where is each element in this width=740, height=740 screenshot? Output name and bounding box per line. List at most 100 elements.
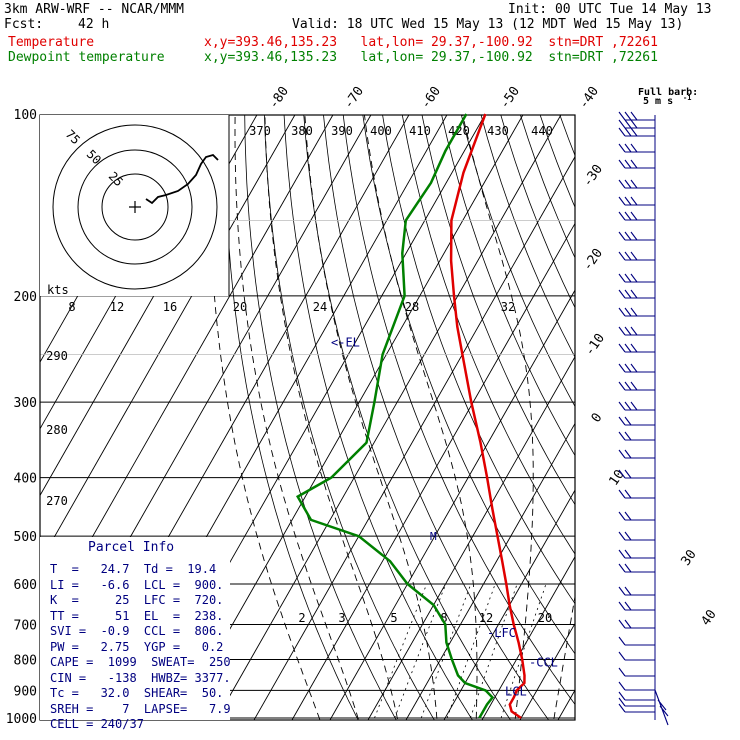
dry-adiabat-line <box>283 115 473 720</box>
barb-key-unit: 5 m s <box>643 96 673 107</box>
dry-adiabat-line <box>382 115 575 605</box>
speed-scale-label: 16 <box>163 300 177 314</box>
isotherm-line <box>367 355 575 720</box>
isotherm-line <box>596 115 740 720</box>
isotherm-label: 30 <box>678 547 699 568</box>
wind-barb <box>618 469 655 479</box>
lfc-marker: -LFC <box>487 626 516 640</box>
dry-adiabat-label: 380 <box>291 124 313 138</box>
dry-adiabat-line <box>362 115 575 655</box>
wind-barb <box>618 651 655 661</box>
mixing-ratio-line <box>420 583 472 719</box>
wind-barb <box>618 179 655 189</box>
parcel-info-row: CAPE = 1099 SWEAT= 250 <box>50 655 231 669</box>
dry-adiabat-label: 290 <box>46 349 68 363</box>
dry-adiabat-line <box>460 115 575 408</box>
ccl-marker: -CCL <box>529 655 558 669</box>
wind-barb <box>618 326 655 336</box>
parcel-info-backdrop <box>40 537 230 720</box>
wind-barb <box>618 601 655 611</box>
m-marker: M <box>430 530 437 543</box>
dry-adiabat-line <box>303 115 511 720</box>
mixing-ratio-line <box>394 583 447 719</box>
wind-barb <box>618 307 655 317</box>
legend-dewpoint-label: Dewpoint temperature <box>8 50 165 65</box>
dry-adiabat-line <box>342 115 575 706</box>
parcel-info-row: LI = -6.6 LCL = 900. <box>50 577 224 592</box>
parcel-info-row: K = 25 LFC = 720. <box>50 593 224 607</box>
speed-scale-label: 32 <box>501 300 515 314</box>
isotherm-label: 10 <box>606 467 627 488</box>
pressure-tick-label: 700 <box>14 618 37 633</box>
dry-adiabat-label: 400 <box>370 124 392 138</box>
parcel-info-row: T = 24.7 Td = 19.4 <box>50 562 217 576</box>
isotherm-line <box>405 422 575 720</box>
dry-adiabat-line <box>224 115 359 720</box>
moist-adiabat-line <box>264 115 399 720</box>
mixing-ratio-label: 5 <box>390 611 397 625</box>
barb-key-unit-exponent: -1 <box>683 94 691 102</box>
isotherm-line <box>443 489 575 720</box>
pressure-tick-label: 1000 <box>6 712 37 727</box>
parcel-info-row: CELL = 240/37 <box>50 717 144 731</box>
wind-barb <box>618 143 655 153</box>
moist-adiabat-line <box>462 115 534 720</box>
wind-barb <box>618 586 655 596</box>
isotherm-line <box>329 289 575 720</box>
isotherm-label: -80 <box>266 84 292 112</box>
dewpoint-profile-line <box>295 113 495 719</box>
mixing-ratio-label: 8 <box>440 611 447 625</box>
dry-adiabat-label: 370 <box>249 124 271 138</box>
legend-temperature-location: x,y=393.46,135.23 lat,lon= 29.37,-100.92… <box>204 35 658 50</box>
pressure-tick-label: 200 <box>14 290 37 305</box>
parcel-info-row: CIN = -138 HWBZ= 3377. <box>50 670 231 685</box>
isotherm-label: -30 <box>580 162 606 190</box>
pressure-tick-label: 100 <box>14 108 37 123</box>
speed-scale-label: 20 <box>233 300 247 314</box>
isotherm-line <box>481 555 575 720</box>
isotherm-label: -70 <box>341 84 367 112</box>
dry-adiabat-line <box>401 115 575 555</box>
hodograph-unit-label: kts <box>47 283 69 297</box>
wind-barb <box>618 381 655 391</box>
isotherm-line <box>253 155 575 720</box>
wind-barb <box>618 431 655 441</box>
mixing-ratio-line <box>446 583 496 719</box>
dry-adiabat-line <box>441 115 575 457</box>
isotherm-label: -50 <box>497 84 523 112</box>
wind-barb <box>618 681 655 691</box>
isotherm-line <box>557 689 575 720</box>
pressure-tick-label: 300 <box>14 396 37 411</box>
speed-scale-label: 24 <box>313 300 327 314</box>
dry-adiabat-line <box>421 115 575 506</box>
dry-adiabat-label: 280 <box>46 423 68 437</box>
mixing-ratio-label: 20 <box>538 611 552 625</box>
dry-adiabat-line <box>539 115 575 209</box>
parcel-info-row: SVI = -0.9 CCL = 806. <box>50 624 224 638</box>
hodograph-ring <box>77 149 193 265</box>
dry-adiabat-line <box>579 114 740 731</box>
mixing-ratio-label: 2 <box>298 611 305 625</box>
wind-barb <box>618 289 655 299</box>
hodograph-origin <box>129 201 141 213</box>
wind-barb <box>618 343 655 353</box>
wind-barb <box>618 531 655 541</box>
parcel-info-row: PW = 2.75 YGP = 0.2 <box>50 639 224 654</box>
init-time: Init: 00 UTC Tue 14 May 13 <box>508 2 712 17</box>
model-title: 3km ARW-WRF -- NCAR/MMM <box>4 2 185 17</box>
parcel-info-row: Tc = 32.0 SHEAR= 50. <box>50 686 224 700</box>
wind-barb <box>654 689 669 726</box>
moist-adiabat-line <box>304 115 438 720</box>
wind-barb <box>618 636 655 646</box>
wind-barb <box>618 273 655 283</box>
dry-adiabat-label: 440 <box>531 124 553 138</box>
wind-barb <box>618 549 655 559</box>
temperature-profile-line <box>449 113 526 720</box>
dry-adiabat-line <box>323 115 550 720</box>
wind-barb <box>618 363 655 373</box>
parcel-info-row: TT = 51 EL = 238. <box>50 608 224 623</box>
hodograph-ring <box>52 124 218 290</box>
moist-adiabat-line <box>553 594 575 720</box>
hodograph-ring <box>101 173 169 241</box>
